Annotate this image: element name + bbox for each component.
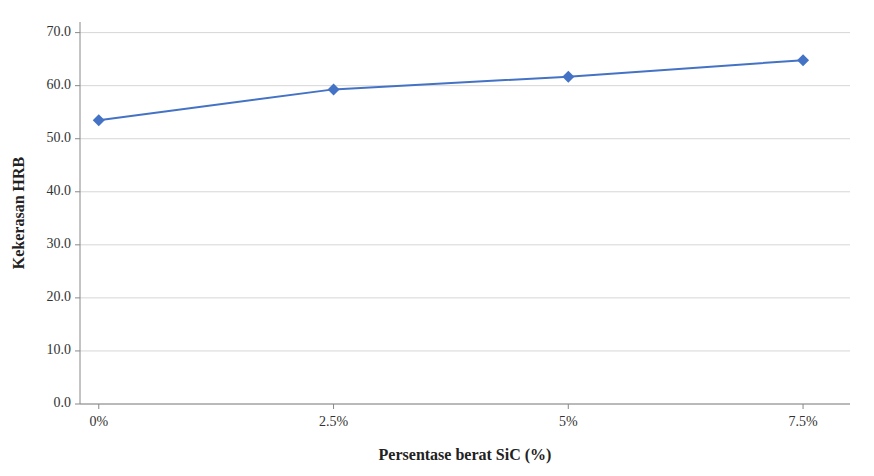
x-axis-line (80, 404, 850, 405)
x-tick (803, 404, 804, 409)
x-tick-label: 7.5% (788, 414, 818, 429)
plot-area (93, 54, 809, 126)
y-tick (75, 297, 80, 298)
y-tick-label: 70.0 (47, 24, 72, 39)
y-tick (75, 32, 80, 33)
y-tick (75, 404, 80, 405)
marker (93, 114, 105, 126)
x-tick-label: 0% (89, 414, 108, 429)
y-tick-label: 10.0 (47, 342, 72, 357)
x-tick (333, 404, 334, 409)
grid-line (80, 244, 850, 245)
marker (328, 83, 340, 95)
y-tick-label: 40.0 (47, 183, 72, 198)
y-axis-line (80, 22, 81, 404)
y-tick (75, 191, 80, 192)
y-tick-label: 60.0 (47, 77, 72, 92)
grid-line (80, 138, 850, 139)
x-tick (568, 404, 569, 409)
y-tick-label: 20.0 (47, 289, 72, 304)
y-tick-label: 30.0 (47, 236, 72, 251)
y-tick (75, 350, 80, 351)
grid (80, 33, 850, 404)
x-tick-label: 2.5% (319, 414, 349, 429)
y-tick (75, 244, 80, 245)
x-tick (98, 404, 99, 409)
y-tick (75, 85, 80, 86)
line (99, 60, 803, 120)
y-tick-label: 50.0 (47, 130, 72, 145)
grid-line (80, 32, 850, 33)
grid-line (80, 85, 850, 86)
marker (562, 71, 574, 83)
grid-line (80, 191, 850, 192)
axes: 0.0 10.0 20.0 30.0 40.0 50.0 60.0 70.0 0% 2.5% 5% 7… (47, 22, 851, 429)
grid-line (80, 350, 850, 351)
y-tick-label: 0.0 (54, 395, 72, 410)
y-tick (75, 138, 80, 139)
grid-line (80, 404, 850, 405)
marker (797, 54, 809, 66)
chart-svg: 0.0 10.0 20.0 30.0 40.0 50.0 60.0 70.0 0% 2.5% 5% 7… (0, 0, 874, 476)
x-axis-label: Persentase berat SiC (%) (379, 446, 552, 464)
y-axis-label: Kekerasan HRB (10, 156, 27, 269)
chart-container: 0.0 10.0 20.0 30.0 40.0 50.0 60.0 70.0 0% 2.5% 5% 7… (0, 0, 874, 476)
grid-line (80, 297, 850, 298)
x-tick-label: 5% (559, 414, 578, 429)
